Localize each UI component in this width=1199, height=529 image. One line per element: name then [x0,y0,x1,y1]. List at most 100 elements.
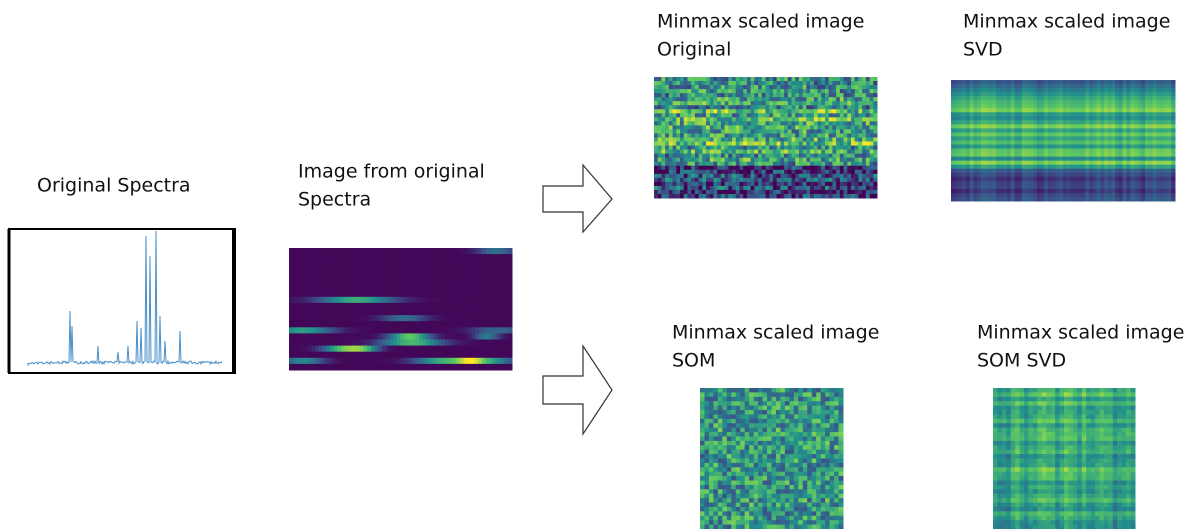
pixel [1026,100,1030,105]
pixel [832,105,836,110]
pixel [785,397,790,402]
pixel [1134,124,1138,129]
pixel [1011,120,1015,125]
pixel [352,279,356,286]
pixel [743,97,747,102]
pixel [951,112,955,117]
pixel [386,333,390,340]
pixel [806,186,810,191]
pixel [844,93,848,98]
pixel [1141,128,1145,133]
pixel [315,309,319,316]
pixel [1048,80,1052,85]
pixel [1037,189,1041,194]
pixel [784,117,788,122]
pixel [844,166,848,171]
pixel [304,303,308,310]
pixel [736,178,740,183]
pixel [1141,88,1145,93]
pixel [721,150,725,155]
pixel [1164,193,1168,198]
pixel [784,154,788,159]
pixel [795,158,799,163]
pixel [289,333,293,340]
pixel [1115,153,1119,158]
pixel [788,117,792,122]
pixel [870,146,874,151]
pixel [1149,100,1153,105]
pixel [1104,193,1108,198]
pixel [367,279,371,286]
pixel [1052,92,1056,97]
pixel [486,260,490,267]
pixel [348,260,352,267]
pixel [851,178,855,183]
pixel [769,93,773,98]
pixel [319,254,323,261]
pixel [862,113,866,118]
pixel [836,150,840,155]
pixel [296,309,300,316]
pixel [706,194,710,199]
pixel [382,358,386,365]
pixel [728,81,732,86]
pixel [1097,193,1101,198]
pixel [1056,92,1060,97]
pixel [1052,141,1056,146]
pixel [1138,169,1142,174]
pixel [427,309,431,316]
pixel [360,358,364,365]
pixel [319,285,323,292]
pixel [981,112,985,117]
pixel [330,315,334,322]
pixel [700,401,705,406]
pixel [1093,96,1097,101]
pixel [371,309,375,316]
pixel [687,158,691,163]
pixel [482,309,486,316]
pixel [1085,177,1089,182]
pixel [1041,149,1045,154]
pixel [789,401,794,406]
pixel [739,174,743,179]
pixel [832,109,836,114]
pixel [1164,116,1168,121]
pixel [988,197,992,202]
pixel [710,101,714,106]
pixel [973,149,977,154]
pixel [981,124,985,129]
pixel [758,89,762,94]
pixel [829,113,833,118]
pixel [300,260,304,267]
pixel [490,364,494,371]
pixel [870,117,874,122]
pixel [673,154,677,159]
pixel [836,113,840,118]
pixel [777,81,781,86]
pixel [794,397,799,402]
pixel [1112,189,1116,194]
pixel [1078,124,1082,129]
pixel [1059,177,1063,182]
pixel [1056,185,1060,190]
pixel [1063,100,1067,105]
pixel [851,174,855,179]
pixel [330,309,334,316]
pixel [743,158,747,163]
pixel [397,358,401,365]
pixel [691,133,695,138]
pixel [836,162,840,167]
pixel [862,190,866,195]
pixel [825,125,829,130]
pixel [721,182,725,187]
pixel [784,109,788,114]
pixel [1104,92,1108,97]
pixel [486,309,490,316]
pixel [806,146,810,151]
pixel [973,84,977,89]
pixel [702,150,706,155]
pixel [784,186,788,191]
pixel [1153,193,1157,198]
pixel [870,178,874,183]
pixel [777,174,781,179]
